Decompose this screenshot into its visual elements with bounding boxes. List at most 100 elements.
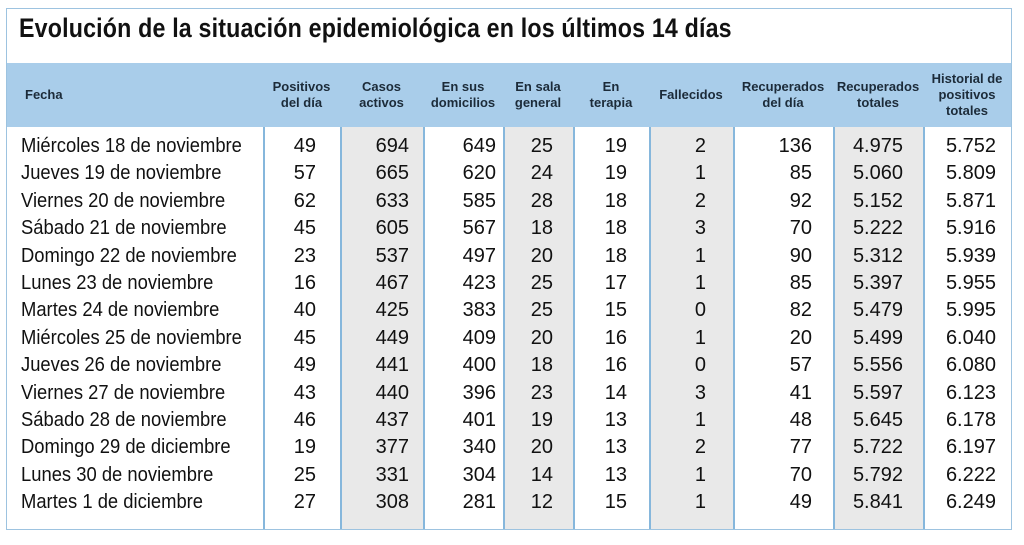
table-row: Viernes 20 de noviembre 62 633 585 28 18 2 92 5.… [7,188,1011,215]
table-header: Fecha Positivos del día Casos activos En su… [7,63,1011,127]
epidemiology-table: Fecha Positivos del día Casos activos En su… [7,63,1011,529]
cell-en-terapia: 13 [604,409,627,431]
cell-historial-de-positivos-totales: 6.040 [945,326,996,349]
cell-historial-de-positivos-totales: 5.995 [945,299,996,322]
header-positivos-del-dia: Positivos del día [272,79,331,110]
cell-positivos-del-dia: 27 [293,491,316,514]
cell-en-sus-domicilios: 281 [462,491,496,514]
cell-en-terapia: 18 [604,189,627,212]
cell-recuperados-totales: 5.841 [852,491,903,514]
cell-fecha: Sábado 21 de noviembre [21,217,227,240]
table-row: Sábado 28 de noviembre 46 437 401 19 13 1 48 5.6… [7,407,1011,434]
cell-en-terapia: 15 [604,299,627,322]
cell-en-terapia: 19 [604,135,627,157]
cell-en-terapia: 18 [604,217,627,240]
cell-casos-activos: 425 [375,299,409,322]
cell-recuperados-del-dia: 85 [789,162,812,185]
table-row: Martes 1 de diciembre 27 308 281 12 15 1 49 5.84… [7,489,1011,516]
cell-historial-de-positivos-totales: 6.123 [945,381,996,404]
cell-en-terapia: 18 [604,244,627,267]
cell-recuperados-del-dia: 136 [778,135,812,157]
cell-en-sus-domicilios: 400 [462,354,496,377]
cell-historial-de-positivos-totales: 5.752 [945,135,996,157]
cell-fallecidos: 2 [694,436,706,459]
cell-en-sus-domicilios: 423 [462,272,496,294]
header-fallecidos: Fallecidos [659,87,723,102]
cell-fecha: Miércoles 18 de noviembre [21,135,242,157]
cell-recuperados-totales: 5.479 [852,299,903,322]
cell-fecha: Sábado 28 de noviembre [21,409,227,431]
header-casos-activos: Casos activos [359,79,404,110]
cell-en-terapia: 13 [604,463,627,486]
column-7-background [649,63,733,529]
cell-recuperados-totales: 5.312 [852,244,903,267]
column-8-background [733,63,833,529]
cell-historial-de-positivos-totales: 5.809 [945,162,996,185]
table-row: Domingo 29 de diciembre 19 377 340 20 13 2 77 5.… [7,434,1011,461]
cell-en-sus-domicilios: 401 [462,409,496,431]
cell-en-sala-general: 20 [530,436,553,459]
cell-en-terapia: 14 [604,381,627,404]
cell-en-sala-general: 14 [530,463,553,486]
cell-fallecidos: 3 [694,217,706,240]
cell-positivos-del-dia: 25 [293,463,316,486]
cell-recuperados-totales: 5.060 [852,162,903,185]
cell-en-sala-general: 25 [530,299,553,322]
cell-fallecidos: 3 [694,381,706,404]
cell-positivos-del-dia: 23 [293,244,316,267]
cell-fecha: Martes 24 de noviembre [21,299,220,322]
cell-historial-de-positivos-totales: 5.939 [945,244,996,267]
table-title: Evolución de la situación epidemiológica… [19,13,732,43]
cell-en-terapia: 16 [604,354,627,377]
cell-historial-de-positivos-totales: 6.080 [945,354,996,377]
cell-recuperados-del-dia: 70 [789,463,812,486]
cell-en-sus-domicilios: 649 [462,135,496,157]
table-card: Evolución de la situación epidemiológica… [6,8,1012,530]
cell-fecha: Viernes 20 de noviembre [21,189,226,212]
cell-fallecidos: 1 [694,409,706,431]
cell-fallecidos: 1 [694,244,706,267]
header-en-sala-general: En sala general [514,79,562,110]
cell-positivos-del-dia: 19 [293,436,316,459]
cell-en-sus-domicilios: 620 [462,162,496,185]
cell-positivos-del-dia: 46 [293,409,316,431]
cell-recuperados-totales: 5.222 [852,217,903,240]
cell-recuperados-del-dia: 82 [789,299,812,322]
cell-en-sala-general: 25 [530,135,553,157]
cell-recuperados-totales: 5.397 [852,272,903,294]
cell-casos-activos: 441 [375,354,409,377]
column-5-background [503,63,573,529]
cell-positivos-del-dia: 45 [293,217,316,240]
cell-fecha: Jueves 26 de noviembre [21,354,222,377]
cell-casos-activos: 665 [375,162,409,185]
cell-recuperados-del-dia: 48 [789,409,812,431]
cell-historial-de-positivos-totales: 5.916 [945,217,996,240]
header-en-terapia: En terapia [589,79,633,110]
cell-historial-de-positivos-totales: 6.197 [945,436,996,459]
cell-en-terapia: 16 [604,326,627,349]
cell-fallecidos: 1 [694,162,706,185]
cell-recuperados-del-dia: 85 [789,272,812,294]
cell-fecha: Domingo 29 de diciembre [21,436,231,459]
cell-positivos-del-dia: 49 [293,135,316,157]
cell-en-sala-general: 28 [530,189,553,212]
cell-positivos-del-dia: 45 [293,326,316,349]
cell-recuperados-totales: 5.645 [852,409,903,431]
cell-en-sala-general: 25 [530,272,553,294]
cell-en-sala-general: 23 [530,381,553,404]
cell-en-sala-general: 12 [530,491,553,514]
cell-recuperados-totales: 4.975 [852,135,903,157]
cell-recuperados-del-dia: 70 [789,217,812,240]
table-row: Martes 24 de noviembre 40 425 383 25 15 0 82 5.4… [7,297,1011,324]
column-3-background [340,63,423,529]
cell-casos-activos: 437 [375,409,409,431]
cell-positivos-del-dia: 43 [293,381,316,404]
cell-casos-activos: 331 [375,463,409,486]
table-row: Miércoles 25 de noviembre 45 449 409 20 16 1 20… [7,325,1011,352]
cell-recuperados-del-dia: 41 [789,381,812,404]
column-2-background [263,63,340,529]
cell-fallecidos: 1 [694,491,706,514]
cell-en-sala-general: 19 [530,409,553,431]
cell-fallecidos: 1 [694,272,706,294]
cell-casos-activos: 449 [375,326,409,349]
